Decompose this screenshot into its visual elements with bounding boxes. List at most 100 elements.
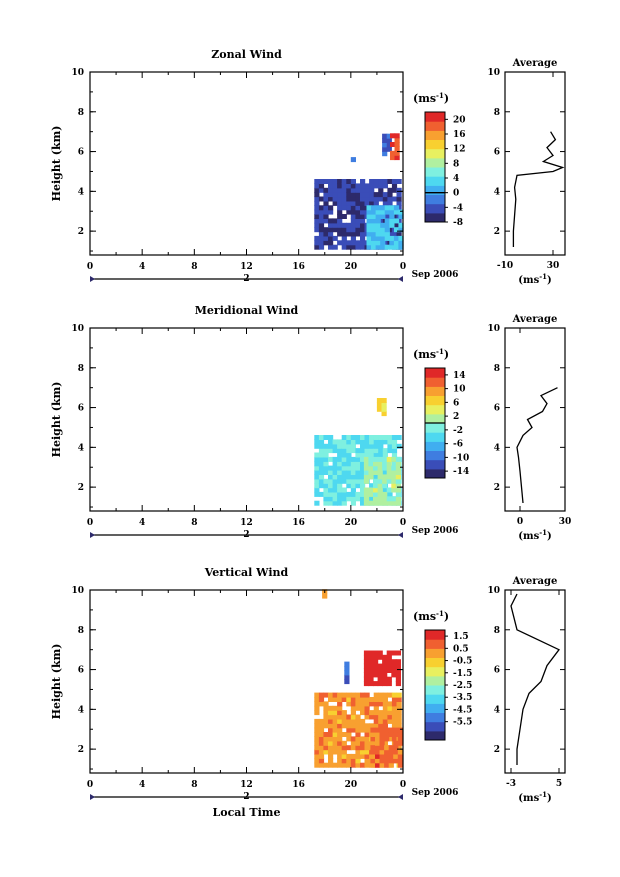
heatmap-cell xyxy=(355,491,361,497)
heatmap-cell xyxy=(314,179,320,184)
heatmap-cell xyxy=(371,235,377,241)
heatmap-cell xyxy=(364,723,370,729)
heatmap-cell xyxy=(355,483,361,489)
heatmap-cell xyxy=(378,179,384,184)
heatmap-cell xyxy=(363,487,370,493)
heatmap-cell xyxy=(397,727,403,733)
heatmap-cell xyxy=(395,483,401,489)
heatmap-cell xyxy=(323,749,329,755)
heatmap-cell xyxy=(323,478,329,484)
colorbar-tick-label: -4.5 xyxy=(453,705,472,715)
colorbar-segment xyxy=(425,694,445,704)
heatmap-cell xyxy=(388,758,394,764)
heatmap-cell xyxy=(341,179,347,184)
heatmap-cell xyxy=(387,448,393,454)
heatmap-cell xyxy=(396,443,402,449)
heatmap-cell xyxy=(373,487,379,493)
heatmap-cell xyxy=(341,491,347,497)
heatmap-cell xyxy=(386,470,392,475)
colorbar-tick-label: -6 xyxy=(453,440,463,450)
heatmap-cell xyxy=(314,183,320,189)
heatmap-cell xyxy=(337,192,343,198)
heatmap-cell xyxy=(360,227,366,233)
heatmap-cell xyxy=(323,500,329,506)
heatmap-cell xyxy=(390,155,396,161)
heatmap-cell xyxy=(337,487,343,493)
heatmap-cell xyxy=(371,205,377,211)
heatmap-cell xyxy=(332,470,338,475)
colorbar-tick-label: -10 xyxy=(453,453,469,463)
heatmap-cell xyxy=(395,500,401,506)
heatmap-cell xyxy=(360,496,366,502)
heatmap-cell xyxy=(350,701,356,707)
heatmap-cell xyxy=(341,697,347,702)
heatmap-cell xyxy=(346,244,352,250)
heatmap-cell xyxy=(371,227,377,233)
heatmap-cell xyxy=(396,692,402,698)
heatmap-cell xyxy=(363,500,370,506)
heatmap-cell xyxy=(341,240,347,246)
y-tick-label: 10 xyxy=(71,68,84,78)
colorbar-segment xyxy=(425,368,445,378)
colorbar-tick-label: -3.5 xyxy=(453,693,472,703)
heatmap-cell xyxy=(390,133,396,139)
heatmap-cell xyxy=(363,474,370,480)
heatmap-cell xyxy=(318,227,325,233)
heatmap-cell xyxy=(323,487,329,493)
heatmap-cell xyxy=(387,196,393,202)
heatmap-cell xyxy=(360,214,366,219)
average-y-tick-label: 6 xyxy=(494,666,500,676)
heatmap-cell xyxy=(341,439,347,445)
heatmap-cell xyxy=(341,723,347,729)
average-units: (ms-1) xyxy=(518,790,551,804)
heatmap-cell xyxy=(373,718,379,724)
heatmap-cell xyxy=(366,214,372,219)
heatmap-cell xyxy=(332,179,338,184)
heatmap-cell xyxy=(373,701,379,707)
heatmap-cell xyxy=(337,474,343,480)
y-tick-label: 8 xyxy=(78,364,84,374)
heatmap-cell xyxy=(375,218,381,224)
heatmap-cell xyxy=(346,470,352,475)
heatmap-cell xyxy=(337,727,343,733)
heatmap-cell xyxy=(318,183,325,189)
heatmap-cell xyxy=(396,435,402,440)
heatmap-cell xyxy=(332,723,338,729)
heatmap-cell xyxy=(380,231,386,237)
heatmap-cell xyxy=(323,443,329,449)
heatmap-cell xyxy=(391,483,397,489)
heatmap-cell xyxy=(318,753,325,759)
heatmap-cell xyxy=(350,491,356,497)
heatmap-cell xyxy=(355,465,361,471)
heatmap-cell xyxy=(377,668,383,673)
heatmap-cell xyxy=(323,496,329,502)
colorbar-tick-label: -2.5 xyxy=(453,681,472,691)
heatmap-cell xyxy=(344,666,350,671)
heatmap-cell xyxy=(314,697,320,702)
colorbar-tick-label: 4 xyxy=(453,174,459,184)
heatmap-cell xyxy=(314,487,320,493)
heatmap-cell xyxy=(379,727,385,733)
heatmap-cell xyxy=(389,205,395,211)
heatmap-cell xyxy=(355,240,361,246)
heatmap-cell xyxy=(368,474,374,480)
heatmap-cell xyxy=(382,183,388,189)
heatmap-cell xyxy=(360,231,366,237)
heatmap-cell xyxy=(395,470,401,475)
heatmap-cell xyxy=(337,470,343,475)
heatmap-cell xyxy=(332,439,338,445)
colorbar-segment xyxy=(425,404,445,415)
heatmap-cell xyxy=(391,736,398,742)
heatmap-cell xyxy=(355,227,361,233)
heatmap-cell xyxy=(363,496,370,502)
heatmap-cell xyxy=(382,439,388,445)
heatmap-cell xyxy=(314,222,320,228)
heatmap-cell xyxy=(332,465,338,471)
heatmap-cell xyxy=(391,187,398,193)
heatmap-cell xyxy=(380,227,386,233)
heatmap-cell xyxy=(378,187,384,193)
heatmap-cell xyxy=(341,465,347,471)
heatmap-cell xyxy=(396,705,402,711)
heatmap-cell xyxy=(350,448,356,454)
heatmap-cell xyxy=(391,672,397,678)
